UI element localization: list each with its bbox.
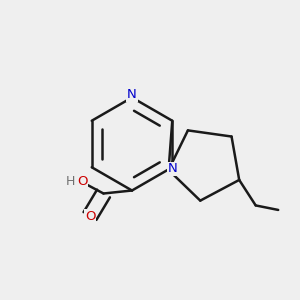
Text: H: H	[66, 175, 75, 188]
Text: N: N	[167, 162, 177, 175]
Text: N: N	[127, 88, 137, 101]
Text: O: O	[85, 209, 95, 223]
Text: O: O	[77, 175, 88, 188]
